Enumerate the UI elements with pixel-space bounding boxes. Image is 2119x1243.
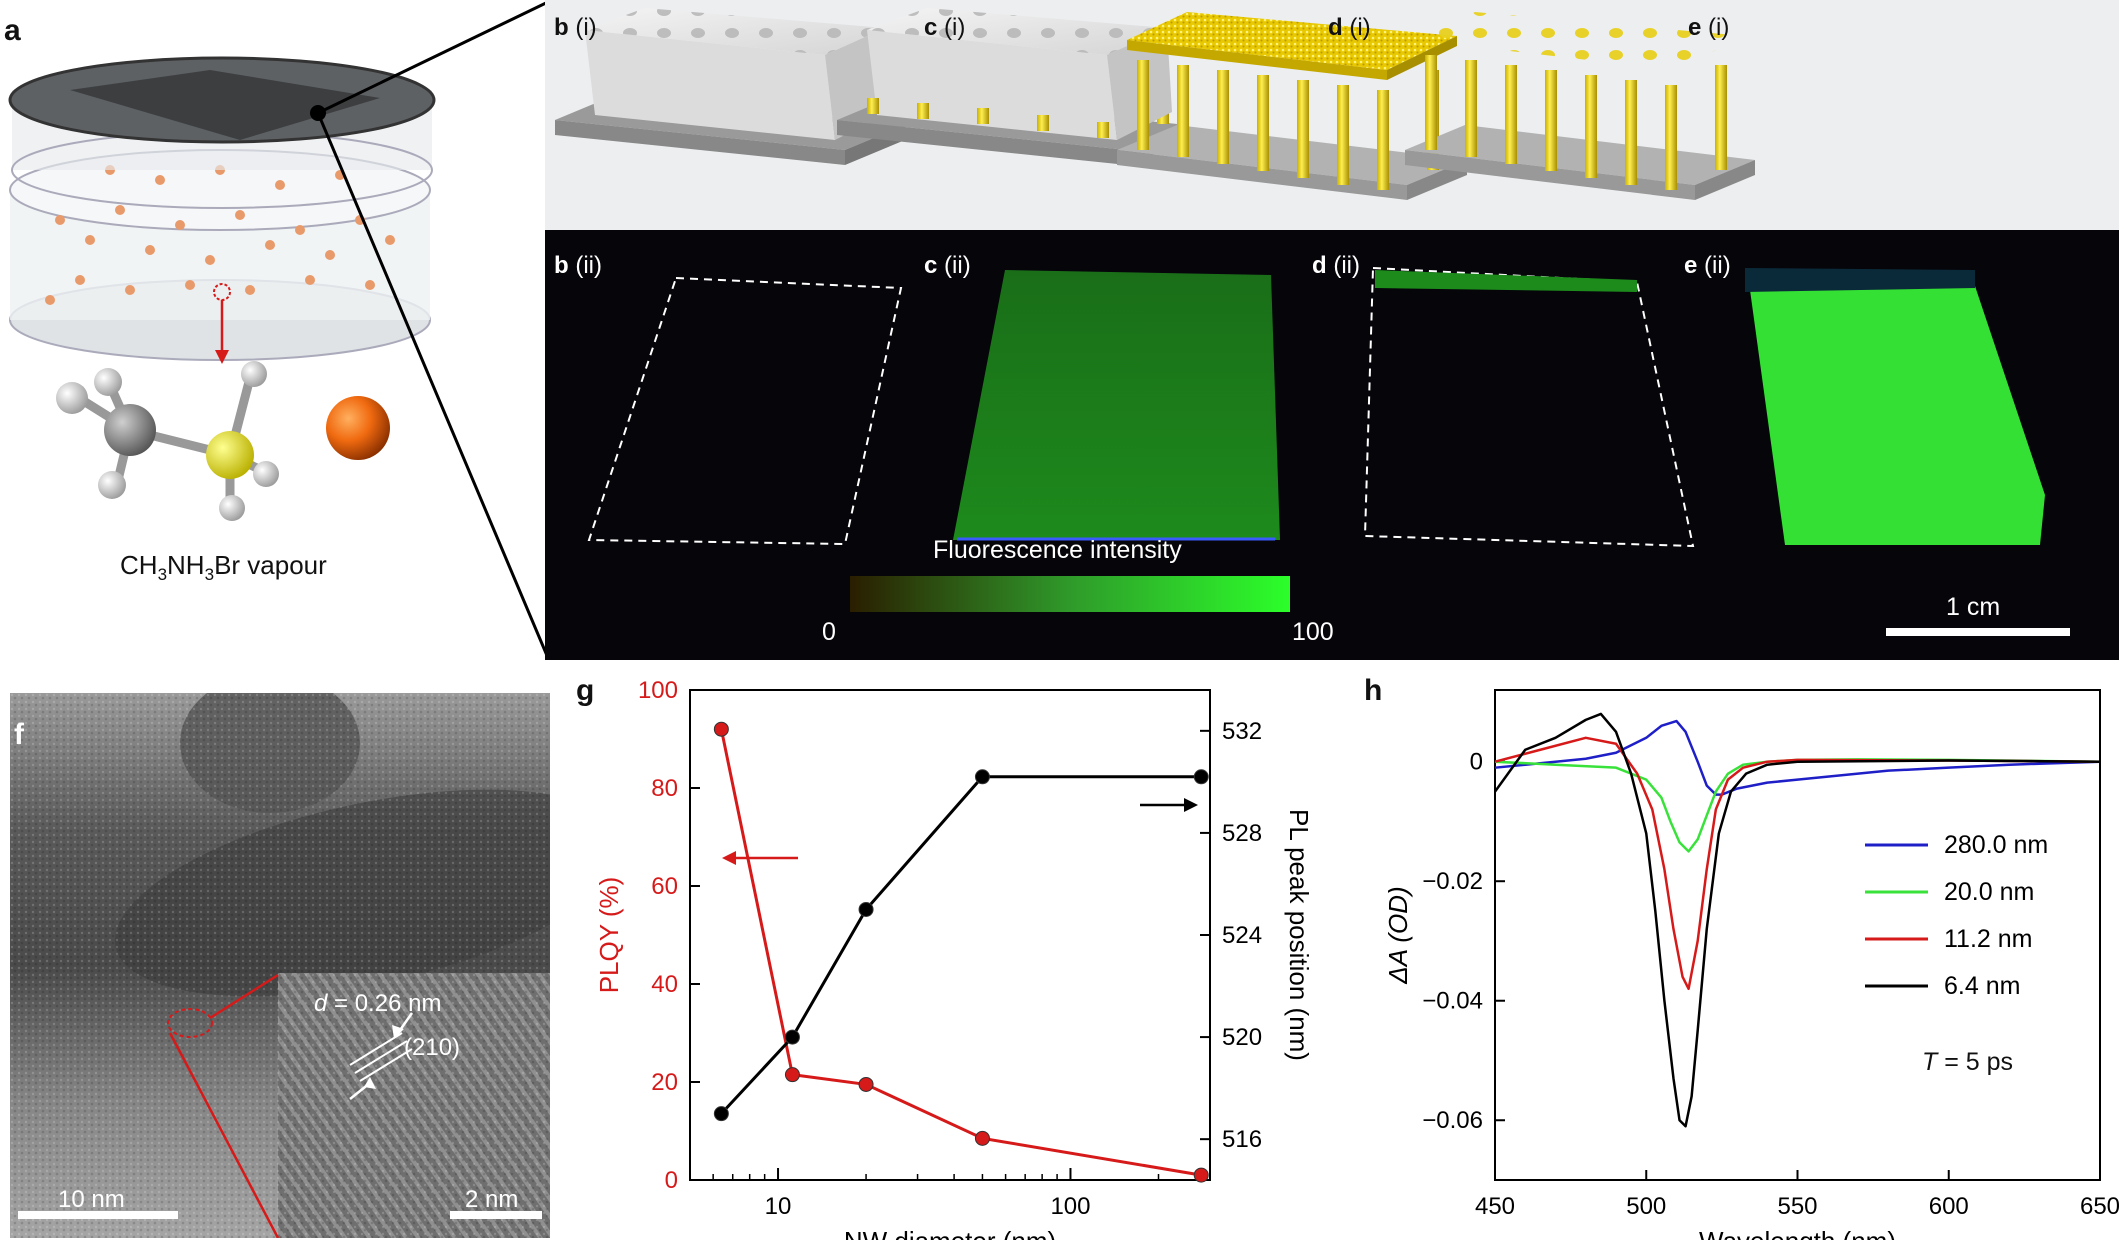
- legend-label: 20.0 nm: [1944, 878, 2034, 906]
- x-tick-label: 10: [765, 1193, 792, 1220]
- y-axis-label: PLQY (%): [594, 877, 624, 994]
- y2-tick-label: 520: [1222, 1024, 1262, 1051]
- colorbar-title: Fluorescence intensity: [933, 536, 1182, 564]
- y2-axis-label: PL peak position (nm): [1284, 809, 1314, 1061]
- y-tick-label: 20: [651, 1069, 678, 1096]
- legend-label: 11.2 nm: [1944, 925, 2032, 953]
- y-tick-label: 0: [665, 1167, 678, 1194]
- data-point-right: [784, 1029, 800, 1045]
- tem-texture: [10, 693, 550, 1238]
- label-b-ii: b (ii): [554, 252, 602, 279]
- x-axis-label: Wavelength (nm): [1699, 1226, 1896, 1240]
- plot-frame: [689, 689, 1211, 1181]
- data-point-left: [974, 1130, 990, 1146]
- label-c-ii: c (ii): [924, 252, 971, 279]
- data-point-right: [858, 901, 874, 917]
- transient-absorption-chart: 0 −0.02 −0.04 −0.06 450 500 550 600 650 Wavelengt…: [1383, 689, 2119, 1240]
- y-tick-label: −0.04: [1422, 988, 1483, 1015]
- vapour-caption: CH3NH3Br vapour: [120, 550, 327, 585]
- x-tick-label: 450: [1475, 1193, 1515, 1220]
- y-tick-label: −0.06: [1422, 1107, 1483, 1134]
- series-line-left: [719, 728, 1202, 1177]
- label-d-ii: d (ii): [1312, 252, 1360, 279]
- tem-scale-label: 10 nm: [58, 1186, 125, 1213]
- y-tick-label: 100: [638, 677, 678, 704]
- label-d-i: d (i): [1328, 14, 1371, 41]
- nanowire-schematic-row: [545, 0, 2119, 230]
- data-point-left: [713, 721, 729, 737]
- data-point-right: [974, 769, 990, 785]
- panel-a-label: a: [4, 14, 21, 47]
- label-e-i: e (i): [1688, 14, 1730, 41]
- y-tick-label: 0: [1470, 749, 1483, 776]
- series-line-right: [720, 775, 1202, 1115]
- temperature-annotation: T = 5 ps: [1922, 1048, 2014, 1076]
- legend-label: 6.4 nm: [1944, 972, 2020, 1000]
- y2-tick-label: 532: [1222, 718, 1262, 745]
- colorbar-max: 100: [1292, 618, 1334, 646]
- panel-h-label: h: [1364, 674, 1383, 707]
- data-point-left: [858, 1076, 874, 1092]
- d-spacing-label: d = 0.26 nm: [314, 990, 442, 1017]
- data-point-left: [1193, 1167, 1209, 1183]
- panel-g-label: g: [576, 674, 595, 707]
- fluorescence-colorbar: [850, 576, 1290, 612]
- fluorescence-photo-panel: [545, 230, 2119, 660]
- right-axis-arrowhead: [1184, 798, 1198, 812]
- y2-tick-label: 524: [1222, 922, 1262, 949]
- photo-scale-bar: [1886, 628, 2070, 636]
- x-tick-label: 100: [1050, 1193, 1090, 1220]
- legend-label: 280.0 nm: [1944, 831, 2048, 859]
- y2-tick-label: 516: [1222, 1126, 1262, 1153]
- nanowire-schematics: [555, 8, 1755, 200]
- series-line-2800nm: [1494, 719, 2101, 796]
- x-tick-label: 500: [1626, 1193, 1666, 1220]
- y-axis-label: ΔA (OD): [1383, 886, 1413, 984]
- fluorescence-photos: [587, 266, 2045, 548]
- label-c-i: c (i): [924, 14, 966, 41]
- tem-image: [10, 693, 550, 1238]
- plqy-chart: 0 20 40 60 80 100 516 520 524 528 532 10 100 NW diame…: [594, 677, 1314, 1240]
- y-tick-label: 40: [651, 971, 678, 998]
- series-line-64nm: [1493, 712, 2101, 1128]
- data-point-left: [784, 1067, 800, 1083]
- panel-f-label: f: [14, 718, 24, 751]
- x-tick-label: 600: [1929, 1193, 1969, 1220]
- petri-dish-illustration: [8, 0, 550, 659]
- data-point-right: [1193, 769, 1209, 785]
- left-axis-arrowhead: [722, 851, 736, 865]
- x-tick-label: 550: [1777, 1193, 1817, 1220]
- inset-scale-label: 2 nm: [465, 1186, 519, 1213]
- series-line-112nm: [1494, 736, 2101, 991]
- x-axis-label: NW diameter (nm): [844, 1226, 1056, 1240]
- colorbar-min: 0: [822, 618, 836, 646]
- y2-tick-label: 528: [1222, 820, 1262, 847]
- x-tick-label: 650: [2080, 1193, 2119, 1220]
- photo-scale-label: 1 cm: [1946, 593, 2001, 621]
- label-b-i: b (i): [554, 14, 597, 41]
- data-point-right: [713, 1106, 729, 1122]
- label-e-ii: e (ii): [1684, 252, 1731, 279]
- y-tick-label: 80: [651, 775, 678, 802]
- y-tick-label: 60: [651, 873, 678, 900]
- lattice-plane-label: (210): [404, 1034, 461, 1061]
- y-tick-label: −0.02: [1422, 868, 1483, 895]
